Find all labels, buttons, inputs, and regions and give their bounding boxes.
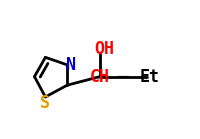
- Text: CH: CH: [89, 68, 109, 86]
- Text: S: S: [40, 94, 50, 112]
- Text: —: —: [117, 68, 128, 86]
- Text: Et: Et: [139, 68, 159, 86]
- Text: N: N: [66, 56, 76, 74]
- Text: OH: OH: [94, 40, 114, 58]
